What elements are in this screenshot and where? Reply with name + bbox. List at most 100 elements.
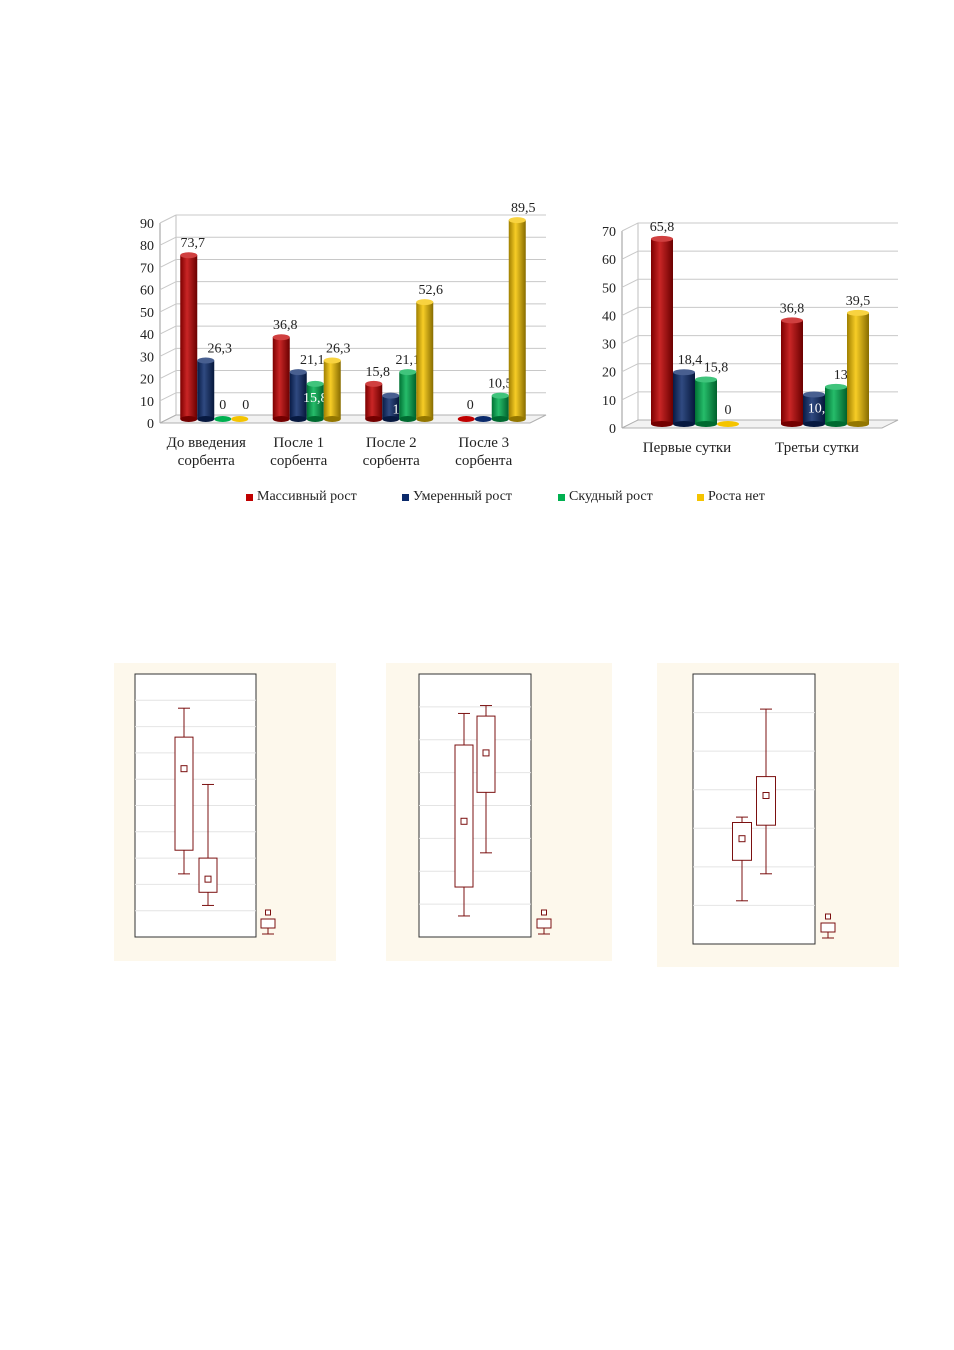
x-tick-label: До введения xyxy=(167,435,246,451)
y-tick-label: 0 xyxy=(609,422,616,437)
bar xyxy=(306,383,324,419)
gridline-side xyxy=(159,325,177,335)
bar-base xyxy=(272,416,290,422)
bar xyxy=(651,238,673,424)
bar xyxy=(695,379,717,424)
bar xyxy=(289,372,307,419)
legend-item-moderate: Умеренный рост xyxy=(402,486,512,508)
data-label: 0 xyxy=(467,398,474,413)
bar-zero xyxy=(231,416,249,422)
data-label: 0 xyxy=(219,398,226,413)
bar-zero xyxy=(214,416,232,422)
bar-zero xyxy=(457,416,475,422)
legend-item-massive: Массивный рост xyxy=(246,486,357,508)
y-tick-label: 30 xyxy=(602,338,616,353)
y-tick-label: 50 xyxy=(140,306,154,321)
bar xyxy=(197,360,215,419)
y-tick-label: 60 xyxy=(140,284,154,299)
bar-top xyxy=(382,392,400,399)
data-label: 36,8 xyxy=(273,318,298,333)
bar-top xyxy=(197,357,215,364)
x-tick-label: Третьи сутки xyxy=(775,440,859,456)
median-marker xyxy=(460,817,468,825)
data-label: 52,6 xyxy=(419,283,444,298)
legend-item-none: Роста нет xyxy=(697,486,765,508)
box-plot-2 xyxy=(386,663,612,961)
bar xyxy=(508,220,526,419)
bar xyxy=(272,337,290,419)
gridline-side xyxy=(159,258,177,268)
x-tick-label: После 2 xyxy=(366,435,417,451)
gridline-side xyxy=(159,303,177,313)
bar-base xyxy=(847,421,869,427)
bar xyxy=(847,312,869,424)
median-marker xyxy=(180,765,188,773)
y-tick-label: 10 xyxy=(602,394,616,409)
legend-swatch-icon xyxy=(246,493,253,501)
bar-zero xyxy=(717,421,739,427)
x-tick-label: После 3 xyxy=(458,435,509,451)
bar-base xyxy=(695,421,717,427)
data-label: 21,1 xyxy=(300,353,325,368)
bar-top xyxy=(781,317,803,324)
data-label: 0 xyxy=(242,398,249,413)
legend-glyph-box xyxy=(536,918,552,929)
bar xyxy=(399,372,417,419)
bar xyxy=(825,386,847,424)
bar xyxy=(416,302,434,419)
data-label: 0 xyxy=(725,403,732,418)
bar-top xyxy=(651,235,673,242)
gridline-side xyxy=(621,391,639,401)
box-plot-3 xyxy=(657,663,899,967)
gridline-side xyxy=(159,236,177,246)
bar-top xyxy=(365,380,383,387)
bar-top xyxy=(180,252,198,259)
legend-glyph-point xyxy=(265,909,271,916)
legend-glyph-box xyxy=(820,922,836,933)
bar-base xyxy=(180,416,198,422)
bar xyxy=(382,395,400,419)
legend-swatch-icon xyxy=(697,493,704,501)
data-label: 21,1 xyxy=(396,353,421,368)
bar xyxy=(781,320,803,424)
bar-top xyxy=(508,217,526,224)
legend-swatch-icon xyxy=(402,493,409,501)
bar-top xyxy=(695,376,717,383)
bar-base xyxy=(197,416,215,422)
data-label: 26,3 xyxy=(326,342,351,357)
bar-base xyxy=(781,421,803,427)
bar-base xyxy=(491,416,509,422)
y-tick-label: 40 xyxy=(140,328,154,343)
gridline-side xyxy=(621,278,639,288)
y-tick-label: 70 xyxy=(602,225,616,240)
x-tick-label: Первые сутки xyxy=(643,440,731,456)
gridline-side xyxy=(159,214,177,224)
gridline-side xyxy=(159,392,177,402)
data-label: 73,7 xyxy=(181,236,206,251)
data-label: 89,5 xyxy=(511,201,536,216)
x-tick-label: сорбента xyxy=(178,453,236,469)
bar-base xyxy=(399,416,417,422)
median-marker xyxy=(482,749,490,757)
box xyxy=(174,736,194,851)
y-tick-label: 10 xyxy=(140,395,154,410)
bar-top xyxy=(323,357,341,364)
data-label: 18,4 xyxy=(678,353,703,368)
legend-swatch-icon xyxy=(558,493,565,501)
bar-top xyxy=(416,299,434,306)
chart-floor xyxy=(159,414,547,424)
bar xyxy=(803,394,825,424)
bar-chart-sorbent: 0 10 20 30 40 50 60 70 80 90 73,7 26,3 0 0 До введения… xyxy=(140,201,547,469)
y-tick-label: 30 xyxy=(140,350,154,365)
bar xyxy=(491,395,509,419)
bar-base xyxy=(825,421,847,427)
y-tick-label: 70 xyxy=(140,261,154,276)
bar-top xyxy=(289,369,307,376)
y-tick-label: 40 xyxy=(602,309,616,324)
data-label: 65,8 xyxy=(650,220,675,235)
bar-top xyxy=(803,391,825,398)
legend-label: Роста нет xyxy=(708,489,765,504)
data-label: 36,8 xyxy=(780,301,805,316)
legend-label: Умеренный рост xyxy=(413,489,513,504)
bar xyxy=(323,360,341,419)
